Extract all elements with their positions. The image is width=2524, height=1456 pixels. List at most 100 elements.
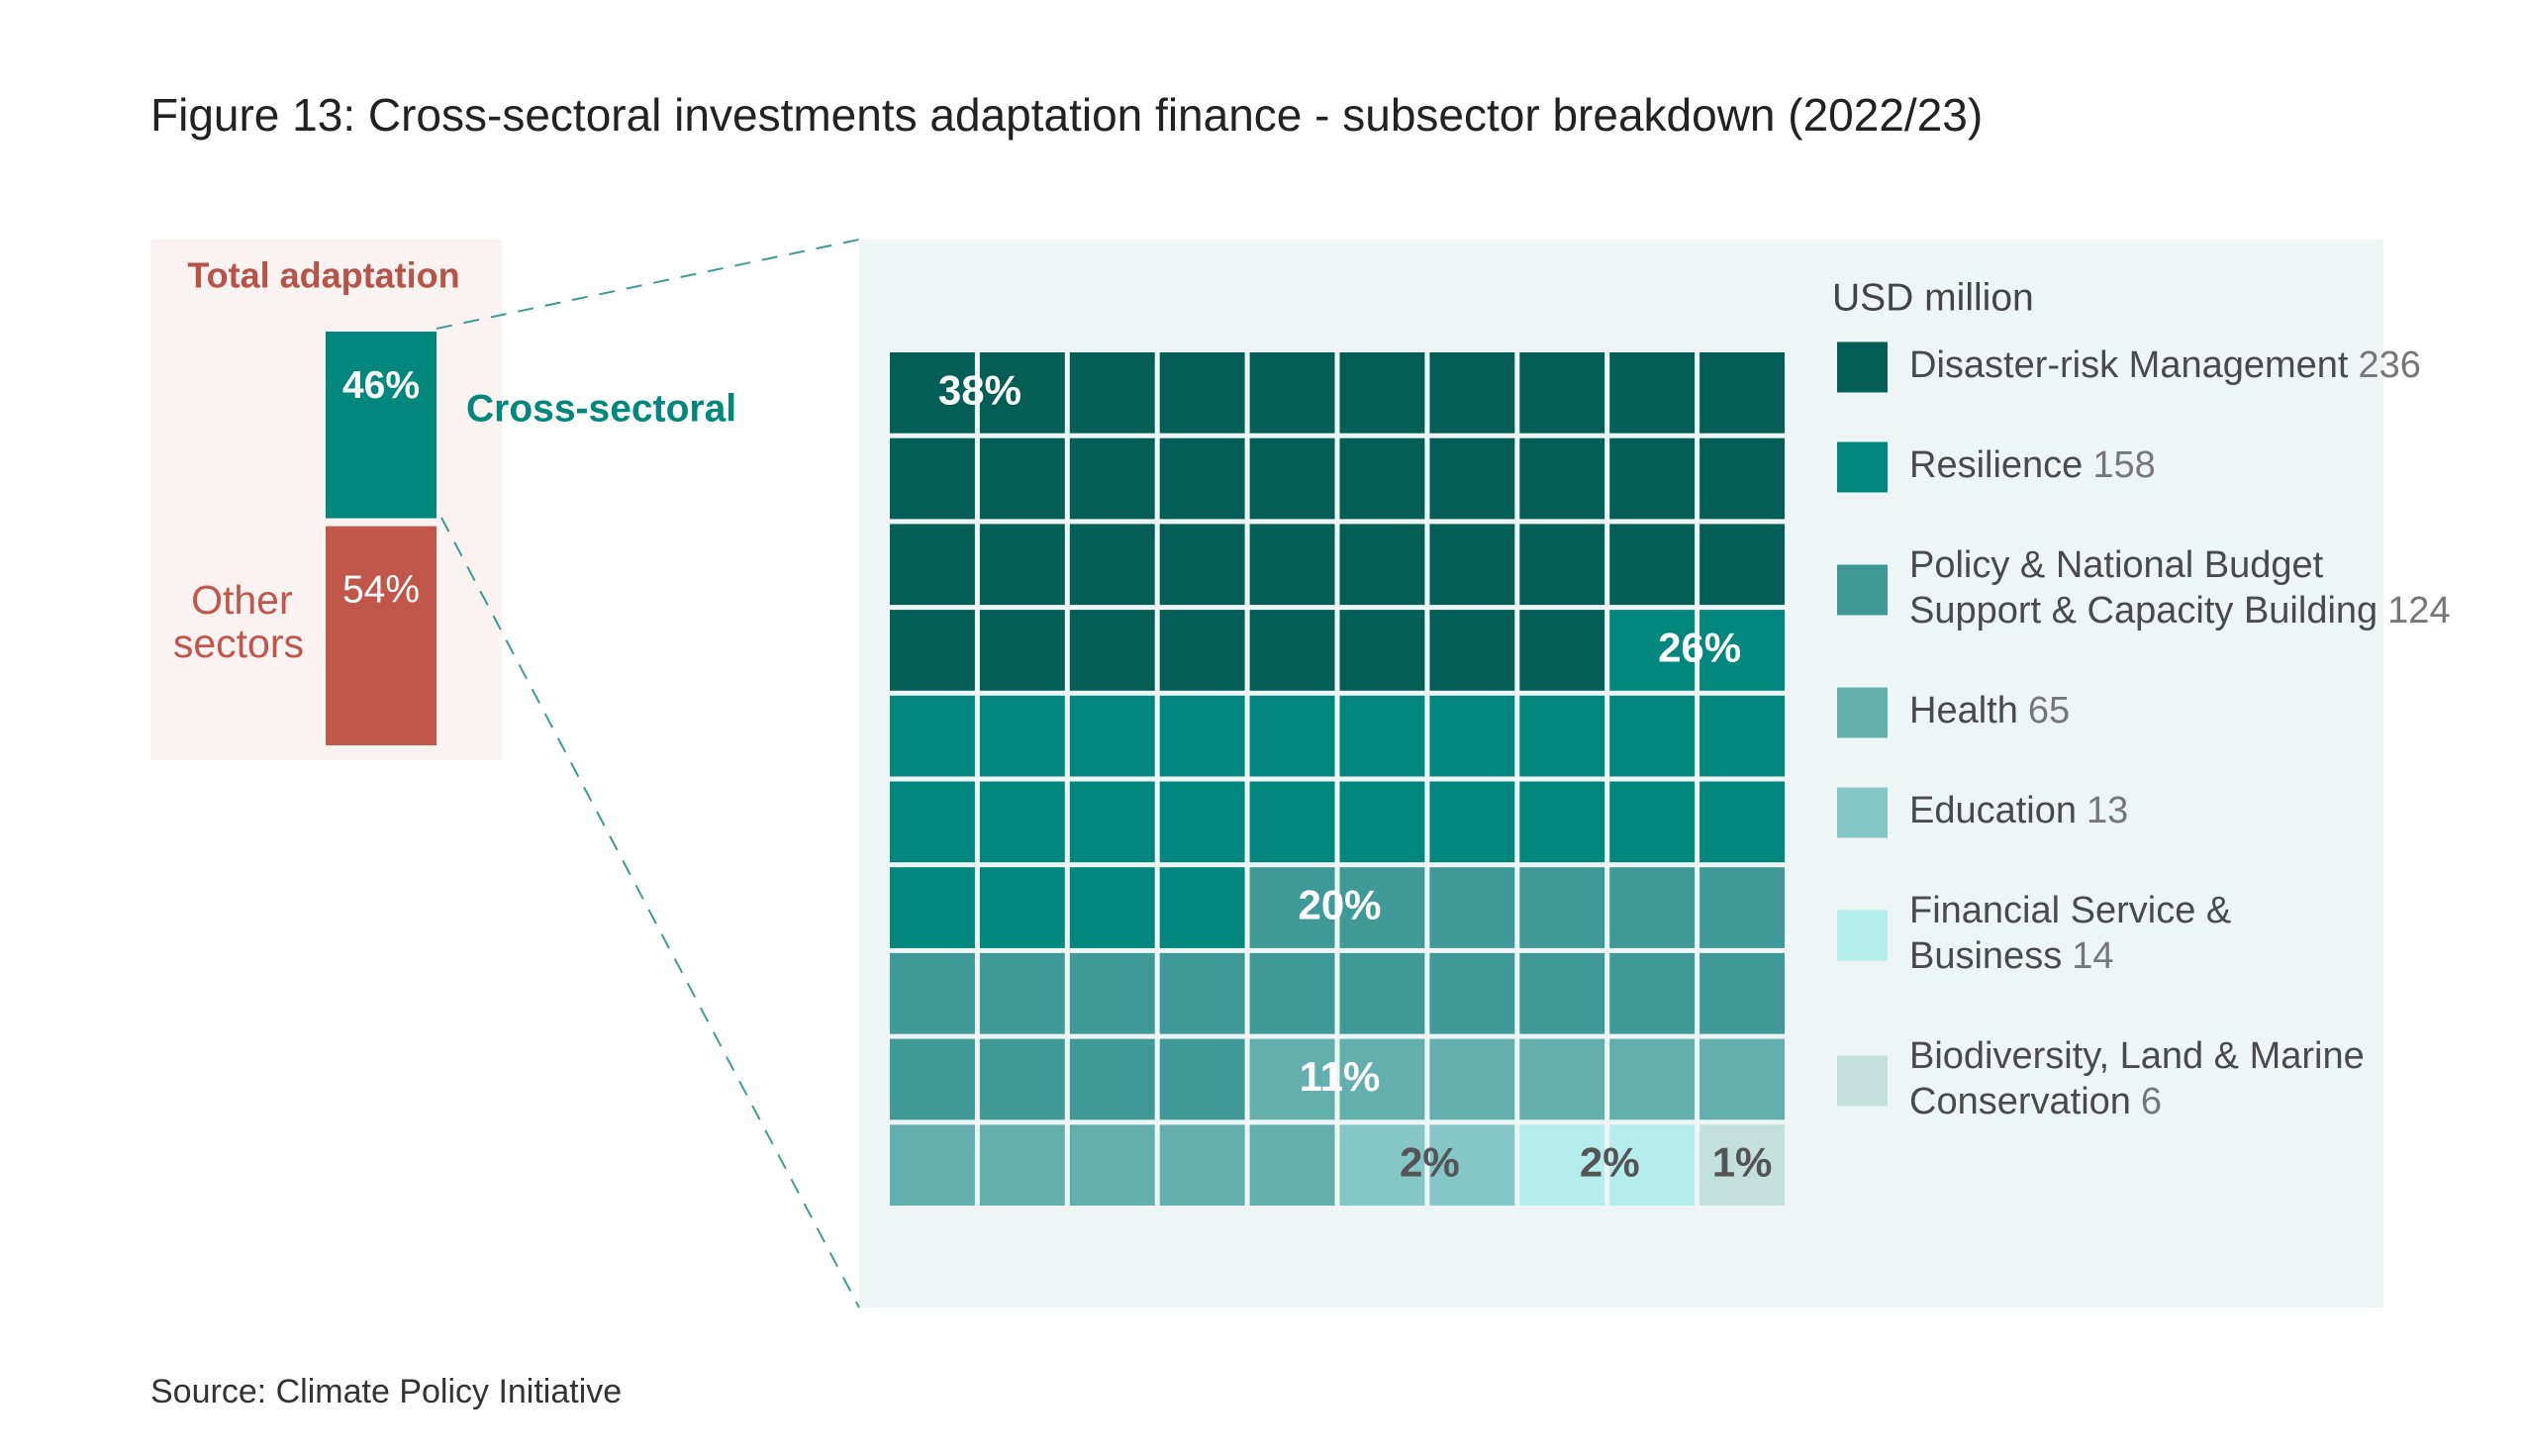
waffle-cell	[1699, 1038, 1785, 1120]
waffle-cell	[890, 867, 975, 948]
waffle-cell	[1249, 952, 1335, 1034]
waffle-cell	[1519, 352, 1605, 434]
waffle-cell	[979, 781, 1065, 863]
waffle-cell	[1429, 437, 1515, 520]
waffle-cell	[1069, 695, 1155, 777]
waffle-cell	[890, 610, 975, 691]
legend-label: Education	[1909, 790, 2077, 831]
percent-label: 26%	[1658, 625, 1741, 671]
waffle-cell	[979, 610, 1065, 691]
waffle-cell	[1609, 524, 1696, 606]
legend-swatch	[1837, 910, 1888, 961]
waffle-cell	[1339, 695, 1425, 777]
segment-name: Other sectors	[173, 577, 304, 666]
waffle-cell	[1339, 610, 1425, 691]
waffle-cell	[1159, 781, 1245, 863]
waffle-cell	[1609, 952, 1696, 1034]
waffle-cell	[1339, 1124, 1425, 1206]
waffle-cell	[1429, 781, 1515, 863]
waffle-cell	[1159, 610, 1245, 691]
waffle-cell	[979, 1038, 1065, 1120]
legend-swatch	[1837, 787, 1888, 838]
waffle-cell	[1609, 695, 1696, 777]
legend-swatch	[1837, 1055, 1888, 1107]
waffle-cell	[1699, 695, 1785, 777]
legend-value: 124	[2387, 590, 2450, 631]
figure-title: Figure 13: Cross-sectoral investments ad…	[150, 89, 1983, 141]
waffle-cell	[890, 781, 975, 863]
waffle-cell	[1699, 610, 1785, 691]
waffle-cell	[1519, 867, 1605, 948]
legend-swatch	[1837, 341, 1888, 393]
waffle-cell	[890, 352, 975, 434]
waffle-cell	[979, 352, 1065, 434]
waffle-cell	[979, 695, 1065, 777]
waffle-cell	[979, 437, 1065, 520]
legend-swatch	[1837, 564, 1888, 616]
waffle-cell	[1519, 437, 1605, 520]
legend-swatch	[1837, 441, 1888, 493]
waffle-cell	[1159, 524, 1245, 606]
waffle-cell	[1159, 695, 1245, 777]
waffle-cell	[890, 1038, 975, 1120]
percent-label: 1%	[1712, 1139, 1773, 1186]
legend-value: 236	[2358, 344, 2420, 386]
waffle-cell	[1609, 610, 1696, 691]
percent-label: 20%	[1298, 882, 1381, 928]
waffle-cell	[1519, 952, 1605, 1034]
waffle-cell	[979, 524, 1065, 606]
waffle-cell	[1159, 352, 1245, 434]
legend-label: Biodiversity, Land & Marine Conservation	[1909, 1035, 2375, 1122]
waffle-cell	[1519, 524, 1605, 606]
waffle-cell	[1339, 1038, 1425, 1120]
waffle-cell	[1609, 867, 1696, 948]
stack-segment	[326, 526, 437, 745]
waffle-cell	[1609, 781, 1696, 863]
waffle-cell	[1249, 610, 1335, 691]
waffle-cell	[1429, 1124, 1515, 1206]
waffle-cell	[1429, 524, 1515, 606]
waffle-cell	[1069, 610, 1155, 691]
waffle-cell	[1699, 867, 1785, 948]
waffle-cell	[1699, 437, 1785, 520]
unit-label: USD million	[1832, 276, 2034, 319]
waffle-cell	[890, 437, 975, 520]
waffle-cell	[1069, 781, 1155, 863]
legend-swatch	[1837, 687, 1888, 738]
legend-label: Policy & National Budget Support & Capac…	[1909, 544, 2378, 631]
waffle-cell	[1699, 781, 1785, 863]
legend-value: 158	[2092, 444, 2155, 486]
waffle-cell	[890, 695, 975, 777]
legend-value: 65	[2028, 690, 2070, 731]
waffle-cell	[1519, 781, 1605, 863]
waffle-cell	[1069, 437, 1155, 520]
waffle-cell	[1069, 952, 1155, 1034]
waffle-cell	[1159, 952, 1245, 1034]
waffle-cell	[1249, 867, 1335, 948]
waffle-cell	[1429, 1038, 1515, 1120]
waffle-cell	[1609, 1038, 1696, 1120]
waffle-cell	[1069, 1038, 1155, 1120]
waffle-cell	[1699, 352, 1785, 434]
waffle-cell	[1249, 437, 1335, 520]
waffle-cell	[1429, 610, 1515, 691]
waffle-cell	[1699, 952, 1785, 1034]
source: Source: Climate Policy Initiative	[150, 1373, 622, 1410]
legend-value: 13	[2087, 790, 2128, 831]
waffle-cell	[890, 1124, 975, 1206]
waffle-cell	[1339, 524, 1425, 606]
waffle-cell	[1249, 781, 1335, 863]
waffle-cell	[890, 952, 975, 1034]
stack-title: Total adaptation	[187, 255, 459, 296]
stack-segment	[326, 332, 437, 519]
waffle-cell	[1069, 1124, 1155, 1206]
percent-label: 11%	[1300, 1053, 1381, 1100]
waffle-cell	[1519, 610, 1605, 691]
waffle-cell	[1519, 1124, 1605, 1206]
segment-label: 46%	[342, 364, 420, 407]
waffle-cell	[1519, 1038, 1605, 1120]
percent-label: 2%	[1580, 1139, 1640, 1186]
segment-label: 54%	[342, 568, 420, 611]
